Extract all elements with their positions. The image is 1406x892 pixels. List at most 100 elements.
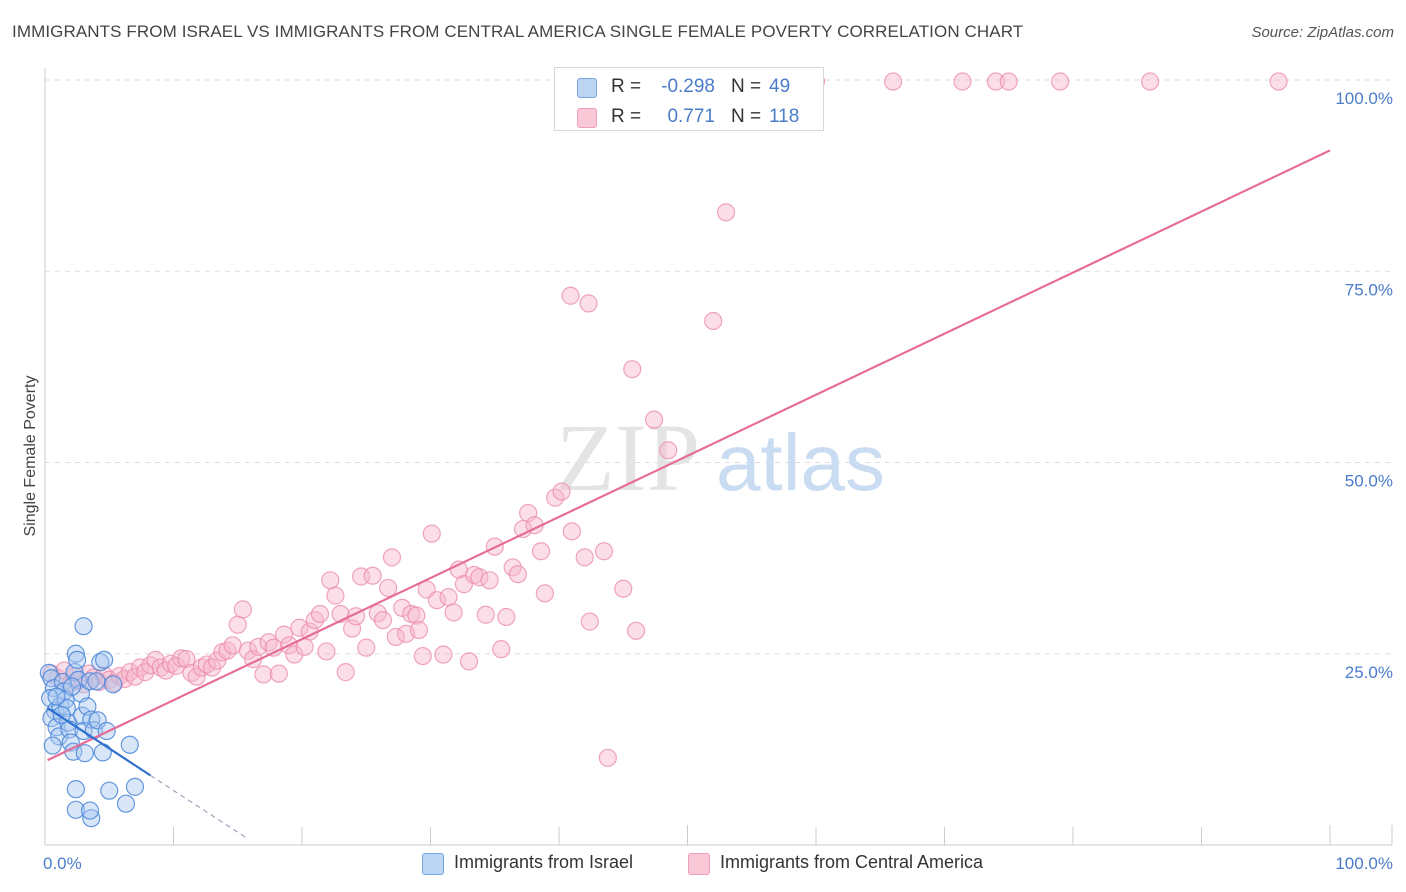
point-central-america-112 <box>716 203 736 222</box>
y-tick-label-3: 100.0% <box>1335 89 1393 108</box>
x-tick-label-end: 100.0% <box>1335 854 1393 873</box>
point-israel-43 <box>116 794 136 813</box>
point-central-america-85 <box>476 605 495 624</box>
chart-title: IMMIGRANTS FROM ISRAEL VS IMMIGRANTS FRO… <box>12 22 1024 41</box>
point-central-america-68 <box>393 598 412 617</box>
point-israel-20 <box>68 650 87 669</box>
legend-n-label: N = <box>731 76 762 97</box>
point-central-america-45 <box>274 625 294 644</box>
y-tick-label-1: 50.0% <box>1345 472 1393 491</box>
legend-stats: R = -0.298 N = 49 R = 0.771 N = 118 <box>554 67 824 131</box>
point-central-america-100 <box>575 548 594 567</box>
legend-swatch-central-america <box>688 853 710 875</box>
point-central-america-16 <box>125 667 145 686</box>
point-central-america-41 <box>254 665 273 684</box>
legend-swatch-israel <box>577 78 597 98</box>
point-central-america-28 <box>187 667 206 686</box>
axes <box>44 68 1393 846</box>
point-central-america-34 <box>218 641 237 660</box>
point-israel-40 <box>82 809 101 828</box>
point-israel-7 <box>50 727 69 746</box>
point-central-america-109 <box>644 410 664 429</box>
point-central-america-64 <box>373 610 393 630</box>
point-central-america-36 <box>228 615 247 634</box>
point-central-america-110 <box>659 441 678 460</box>
legend-n-value: 49 <box>769 76 791 97</box>
point-central-america-79 <box>444 603 463 622</box>
point-central-america-86 <box>480 571 499 590</box>
point-central-america-62 <box>363 566 382 585</box>
tick-labels: 25.0% 50.0% 75.0% 100.0% 0.0% 100.0% <box>43 89 1393 873</box>
point-central-america-73 <box>413 646 432 666</box>
point-israel-21 <box>69 670 88 689</box>
point-central-america-96 <box>535 584 554 603</box>
point-central-america-26 <box>177 650 196 669</box>
legend-swatch-central-america <box>577 108 597 128</box>
point-central-america-78 <box>439 588 458 607</box>
point-central-america-107 <box>579 294 598 313</box>
point-central-america-55 <box>326 586 345 605</box>
trend-lines <box>46 149 1331 840</box>
point-central-america-42 <box>259 633 278 652</box>
point-israel-48 <box>62 677 82 696</box>
point-central-america-35 <box>223 636 242 655</box>
point-central-america-117 <box>1269 72 1288 91</box>
point-israel-27 <box>80 672 100 691</box>
point-central-america-95 <box>531 542 551 561</box>
legend-label-israel: Immigrants from Israel <box>454 852 634 872</box>
legend-label-central-america: Immigrants from Central America <box>720 852 984 872</box>
point-central-america-66 <box>382 548 402 567</box>
point-central-america-25 <box>172 649 191 668</box>
legend-r-label: R = <box>611 106 642 127</box>
point-israel-8 <box>43 736 62 755</box>
point-central-america-88 <box>492 640 511 659</box>
point-central-america-71 <box>407 606 426 625</box>
point-israel-33 <box>93 743 112 762</box>
point-central-america-99 <box>562 522 581 541</box>
point-central-america-76 <box>427 591 447 610</box>
y-tick-label-2: 75.0% <box>1345 280 1393 299</box>
y-axis-label: Single Female Poverty <box>22 376 39 537</box>
point-central-america-75 <box>422 524 441 543</box>
trend-line-israel <box>46 707 151 777</box>
point-central-america-44 <box>269 664 288 683</box>
point-israel-41 <box>80 801 100 820</box>
point-central-america-122 <box>953 72 972 91</box>
point-central-america-52 <box>310 604 330 624</box>
point-israel-46 <box>47 687 66 706</box>
point-central-america-40 <box>249 637 268 656</box>
point-central-america-54 <box>321 571 340 590</box>
point-central-america-118 <box>999 72 1018 91</box>
point-central-america-105 <box>598 748 617 767</box>
point-israel-39 <box>66 800 85 819</box>
legend-n-value: 118 <box>769 106 800 127</box>
point-central-america-98 <box>552 482 571 501</box>
watermark-atlas: atlas <box>716 418 885 507</box>
point-central-america-57 <box>336 663 355 682</box>
legend-stats-row-central-america: R = 0.771 N = 118 <box>555 102 823 132</box>
point-israel-44 <box>125 777 145 796</box>
legend-n-label: N = <box>731 106 762 127</box>
point-central-america-111 <box>704 311 723 331</box>
watermark-zip: ZIP <box>556 404 700 511</box>
point-central-america-102 <box>594 542 614 561</box>
point-central-america-37 <box>233 600 252 619</box>
point-central-america-29 <box>192 658 211 677</box>
point-central-america-30 <box>197 655 217 674</box>
point-central-america-81 <box>454 575 474 594</box>
grid-lines <box>45 79 1392 655</box>
point-central-america-103 <box>614 579 633 598</box>
trend-line-israel-extension <box>150 774 249 840</box>
point-israel-28 <box>82 710 101 729</box>
point-israel-25 <box>75 744 94 763</box>
point-central-america-89 <box>497 607 516 627</box>
legend-r-label: R = <box>611 76 642 97</box>
x-tick-label-start: 0.0% <box>43 854 82 873</box>
point-central-america-104 <box>626 621 646 640</box>
point-central-america-116 <box>1140 72 1160 91</box>
point-central-america-84 <box>470 568 489 587</box>
point-central-america-82 <box>459 652 479 671</box>
point-israel-19 <box>66 644 85 663</box>
legend-swatch-israel <box>422 853 444 875</box>
